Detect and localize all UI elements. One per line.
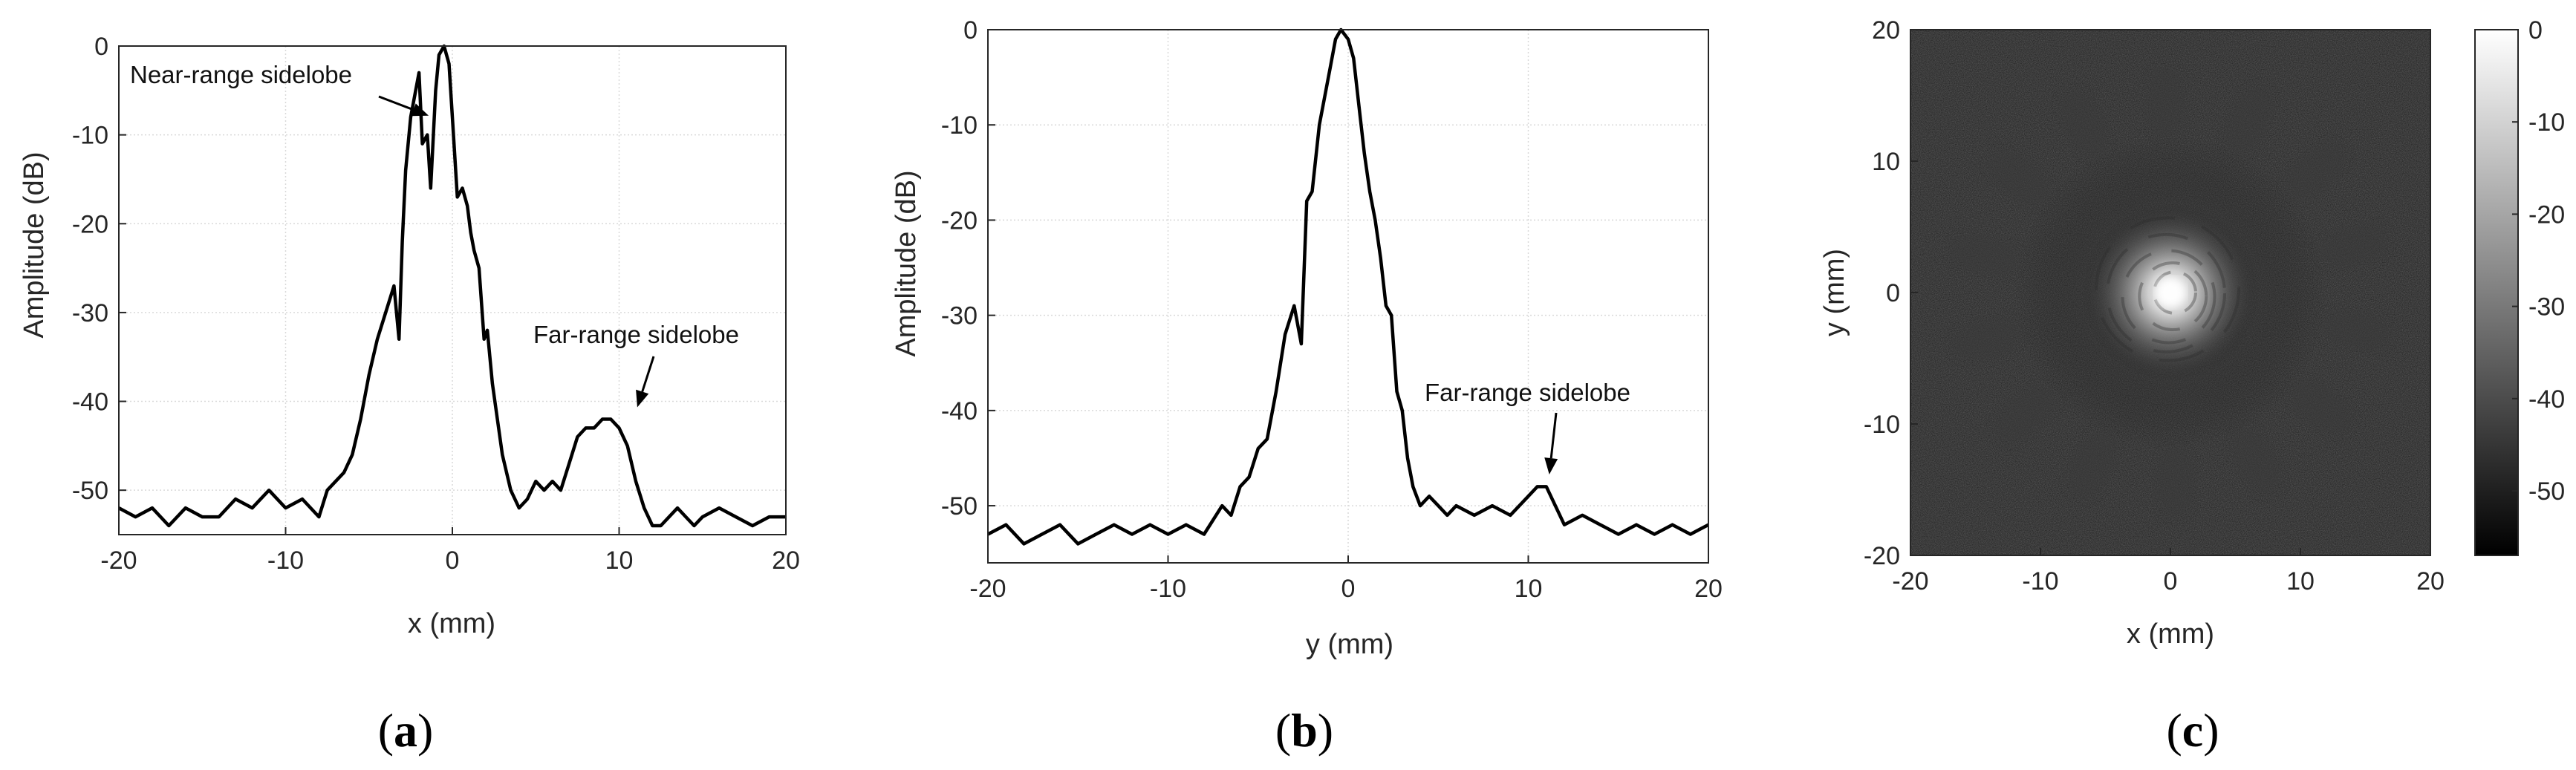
arrowhead-far-range-b — [1544, 457, 1558, 475]
x-tick-label-a: 20 — [772, 546, 800, 575]
annotation-text-far-range-a: Far-range sidelobe — [533, 321, 739, 348]
panel-label-a-letter: a — [394, 704, 417, 757]
y-ticks-b: 0 -10 -20 -30 -40 -50 — [941, 16, 995, 521]
sidelobe-streak — [2286, 143, 2346, 198]
sidelobe-streak — [2060, 91, 2108, 157]
x-axis-label-a: x (mm) — [408, 608, 495, 639]
y-tick-label-a: -10 — [72, 122, 108, 150]
sidelobe-streak — [1949, 235, 2020, 275]
y-tick-label-a: -40 — [72, 388, 108, 417]
x-ticks-b: -20 -10 0 10 20 — [969, 555, 1723, 603]
x-axis-label-b: y (mm) — [1306, 629, 1393, 660]
arrowhead-far-range-a — [636, 389, 649, 408]
colorbar-tick-label: -10 — [2528, 108, 2565, 137]
colorbar-tick-label: -50 — [2528, 477, 2565, 506]
y-tick-label-c: 20 — [1872, 16, 1900, 45]
annotation-text-near-range: Near-range sidelobe — [130, 61, 352, 88]
panel-label-b-letter: b — [1291, 704, 1318, 757]
annotation-far-range-a: Far-range sidelobe — [533, 321, 739, 408]
sidelobe-streak — [2225, 86, 2271, 154]
x-tick-label-b: 0 — [1341, 575, 1356, 603]
x-tick-label-c: -10 — [2022, 567, 2058, 596]
sidelobe-streak — [2319, 225, 2390, 267]
panel-label-c: (c) — [2166, 704, 2219, 757]
psf-ring — [2153, 270, 2197, 315]
y-tick-label-b: -30 — [941, 302, 978, 330]
grid-b — [987, 29, 1709, 563]
colorbar-ticks: 0 -10 -20 -30 -40 -50 — [2512, 16, 2565, 506]
sidelobe-streak — [1951, 318, 2022, 360]
psf-ring — [2138, 261, 2208, 332]
annotation-arrow-far-range-b — [1549, 412, 1558, 459]
y-tick-label-b: 0 — [963, 16, 978, 45]
x-ticks-a: -20 -10 0 10 20 — [100, 527, 800, 575]
x-tick-label-c: 10 — [2286, 567, 2315, 596]
colorbar-tick-label: 0 — [2528, 16, 2543, 45]
panel-label-b: (b) — [1275, 704, 1333, 757]
series-line-a — [117, 44, 786, 528]
y-tick-label-a: -20 — [72, 210, 108, 238]
x-tick-label-a: 0 — [446, 546, 460, 575]
sidelobe-streak — [2156, 446, 2195, 518]
y-axis-label-b: Amplitude (dB) — [891, 170, 922, 356]
annotation-arrow-far-range-a — [641, 356, 655, 393]
chart-panel-a: -20 -10 0 10 20 0 -10 -20 -30 -40 -50 x (mm) Ampl… — [19, 33, 800, 639]
y-tick-label-c: 0 — [1886, 279, 1900, 307]
y-ticks-a: 0 -10 -20 -30 -40 -50 — [72, 33, 126, 505]
colorbar-tick-label: -40 — [2528, 385, 2565, 414]
y-tick-label-b: -40 — [941, 397, 978, 425]
sidelobe-streak — [1995, 387, 2055, 442]
psf-ring — [2106, 232, 2227, 353]
psf-ring — [2095, 216, 2241, 362]
x-tick-label-b: 10 — [1515, 575, 1543, 603]
x-tick-label-a: 10 — [605, 546, 634, 575]
y-ticks-c: 20 10 0 -10 -20 — [1864, 16, 1918, 570]
psf-peak — [2156, 278, 2185, 307]
sidelobe-streak — [2069, 431, 2115, 499]
y-tick-label-a: 0 — [94, 33, 108, 61]
arrowhead-near-range — [411, 103, 429, 117]
annotation-near-range-a: Near-range sidelobe — [130, 61, 429, 117]
sidelobe-streak — [2233, 428, 2281, 495]
x-tick-label-c: 0 — [2164, 567, 2178, 596]
annotation-arrow-near-range — [378, 95, 414, 111]
x-tick-label-a: -20 — [100, 546, 137, 575]
sidelobe-streak — [2290, 380, 2352, 434]
colorbar-tick-label: -30 — [2528, 293, 2565, 322]
colorbar-tick-label: -20 — [2528, 200, 2565, 229]
y-tick-label-a: -30 — [72, 299, 108, 327]
series-line-b — [986, 27, 1710, 546]
x-ticks-c: -20 -10 0 10 20 — [1892, 548, 2445, 596]
sidelobe-streak — [1988, 151, 2051, 205]
x-axis-label-c: x (mm) — [2127, 619, 2214, 650]
y-tick-label-c: -10 — [1864, 411, 1900, 439]
y-tick-label-c: 10 — [1872, 148, 1900, 176]
x-tick-label-a: -10 — [267, 546, 304, 575]
heatmap-psf — [1949, 68, 2392, 518]
colorbar — [2474, 29, 2519, 556]
y-tick-label-a: -50 — [72, 477, 108, 505]
annotation-far-range-b: Far-range sidelobe — [1425, 379, 1630, 475]
sidelobe-streak — [2146, 68, 2185, 140]
panel-label-a: (a) — [378, 704, 434, 757]
sidelobe-streak — [2320, 310, 2392, 350]
y-tick-label-c: -20 — [1864, 542, 1900, 570]
psf-ring — [2121, 249, 2216, 345]
x-tick-label-c: 20 — [2416, 567, 2445, 596]
y-axis-label-a: Amplitude (dB) — [19, 151, 50, 338]
x-tick-label-b: -20 — [969, 575, 1006, 603]
x-tick-label-b: -10 — [1150, 575, 1186, 603]
y-tick-label-b: -10 — [941, 111, 978, 140]
x-tick-label-b: 20 — [1694, 575, 1723, 603]
x-tick-label-c: -20 — [1892, 567, 1928, 596]
y-tick-label-b: -50 — [941, 492, 978, 521]
y-tick-label-b: -20 — [941, 206, 978, 235]
chart-panel-b: -20 -10 0 10 20 0 -10 -20 -30 -40 -50 y (mm) Ampl… — [891, 16, 1723, 660]
y-axis-label-c: y (mm) — [1819, 249, 1850, 336]
annotation-text-far-range-b: Far-range sidelobe — [1425, 379, 1630, 406]
panel-label-c-letter: c — [2182, 704, 2203, 757]
